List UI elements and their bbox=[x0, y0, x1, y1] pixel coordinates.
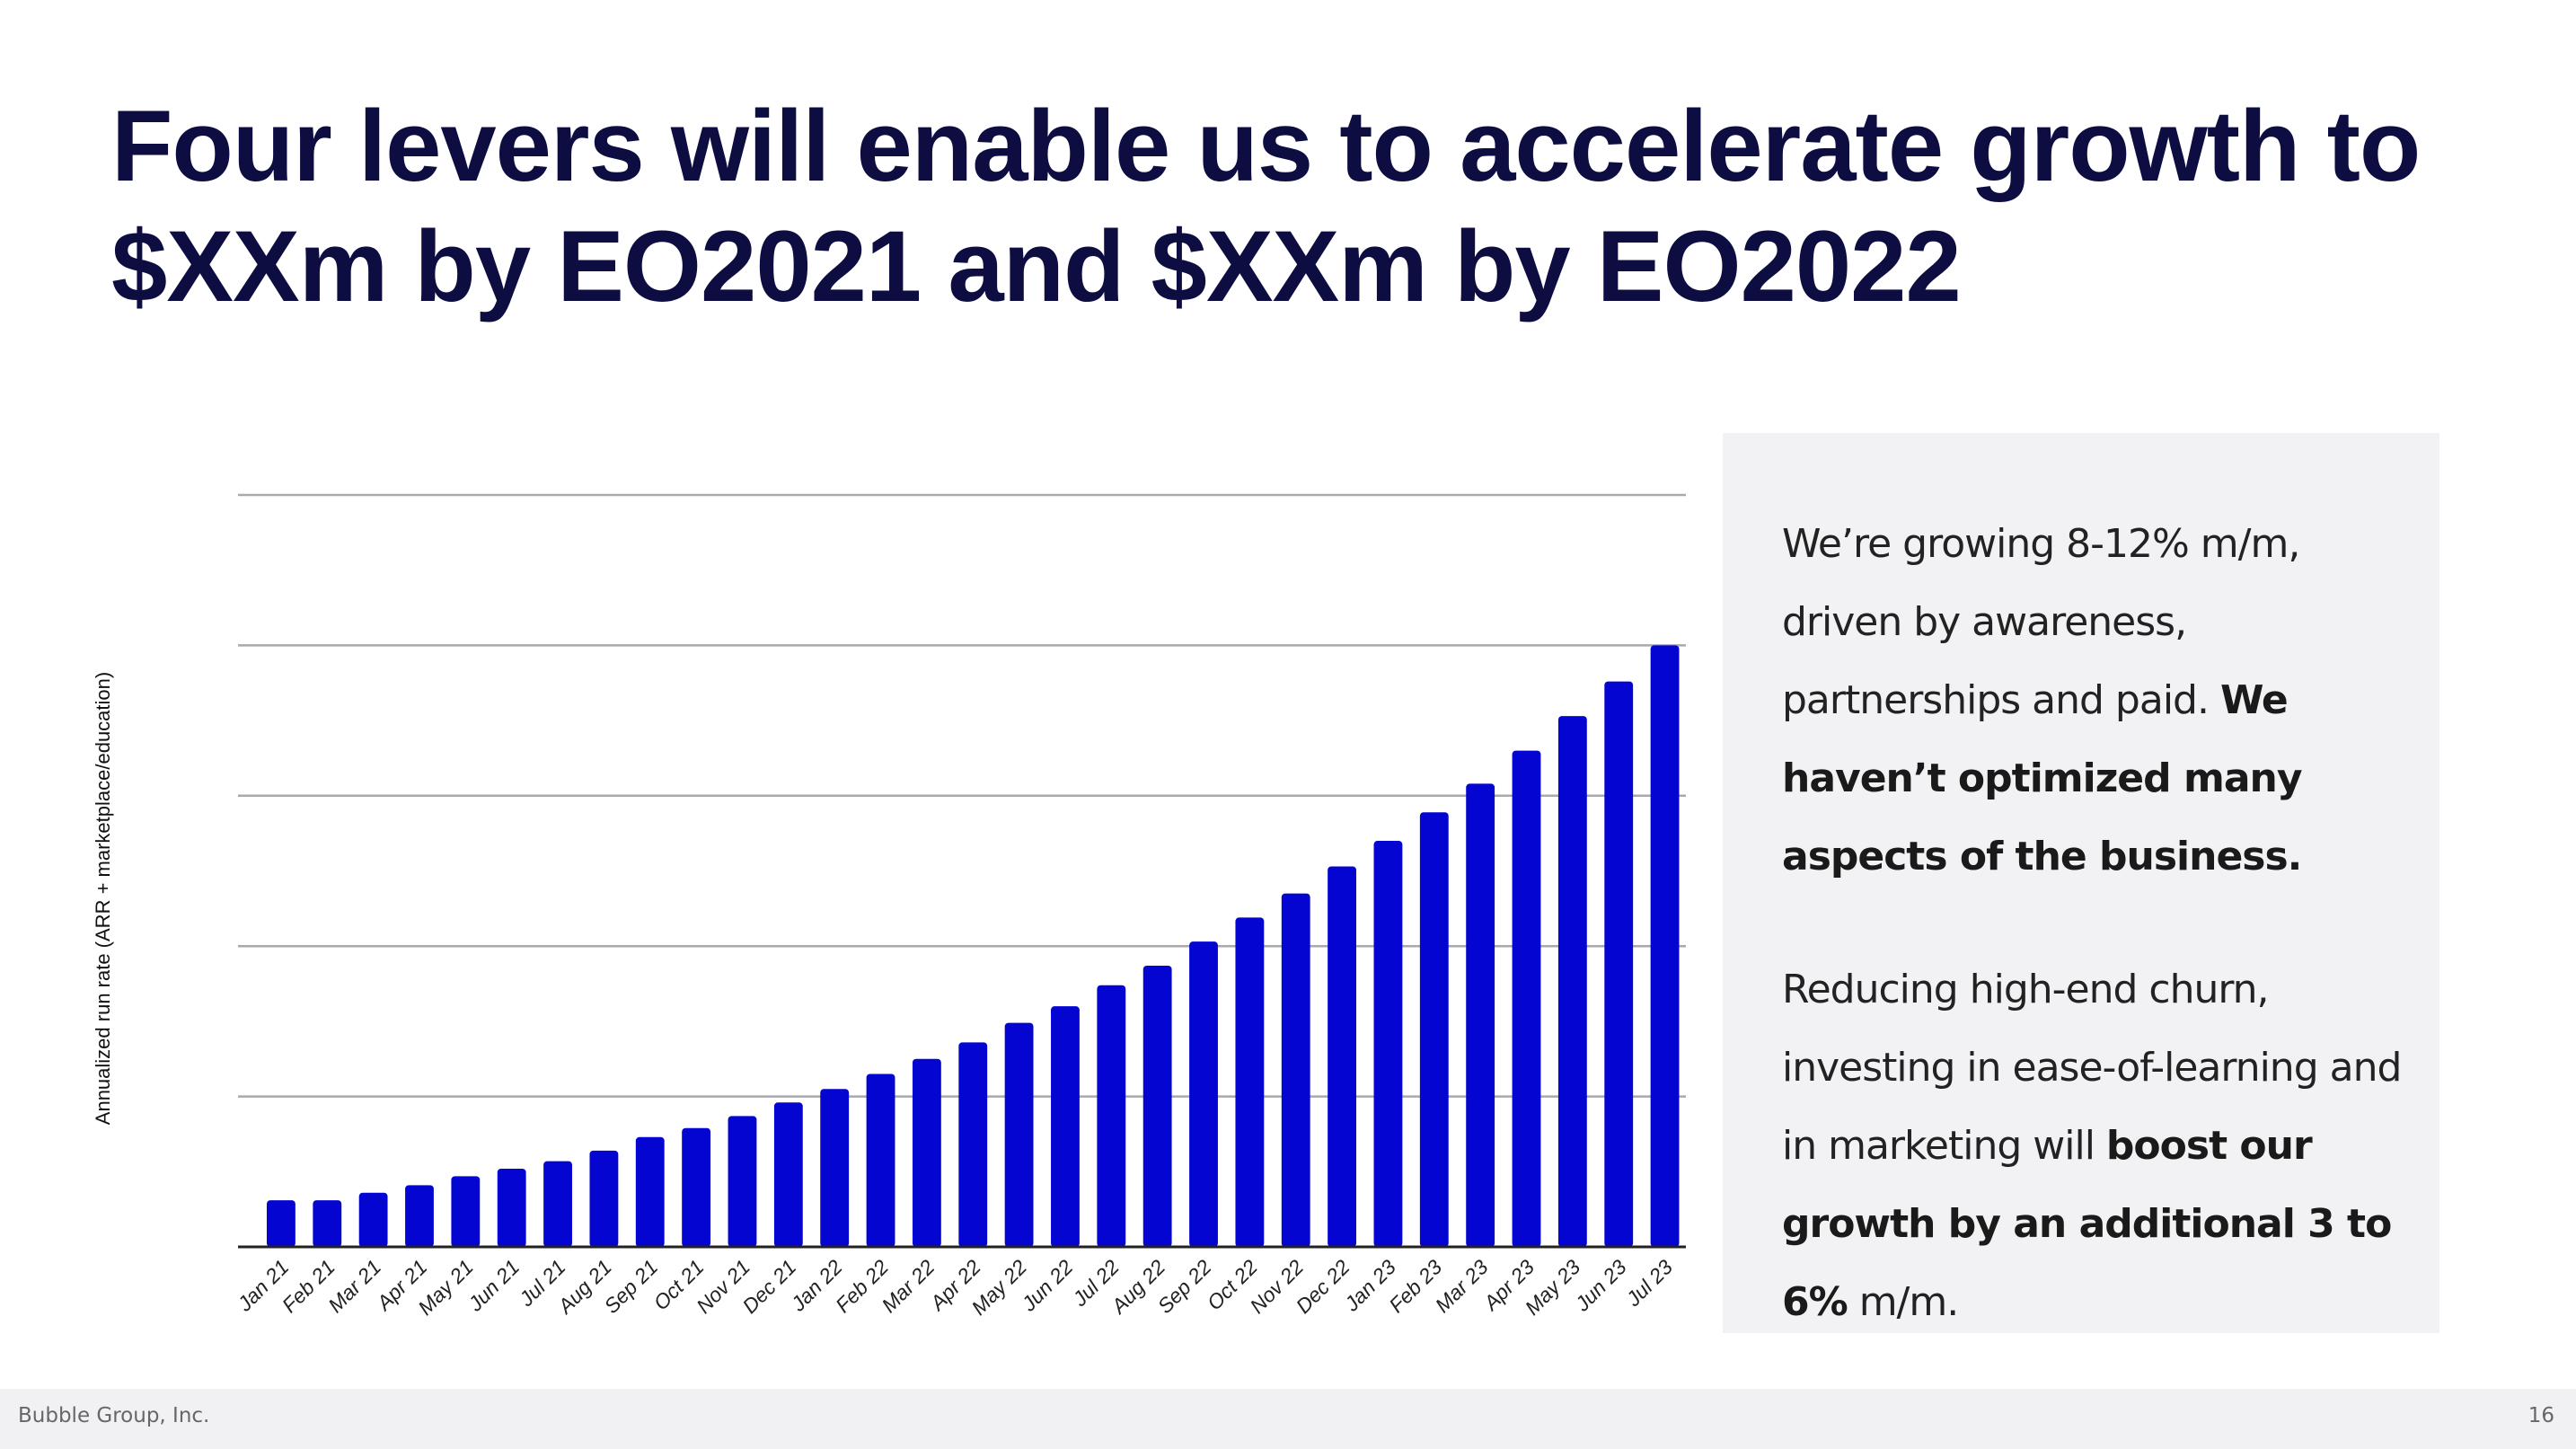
bar bbox=[1604, 681, 1634, 1247]
bar bbox=[820, 1089, 850, 1247]
bar bbox=[1466, 783, 1495, 1247]
x-tick-label: Mar 22 bbox=[877, 1255, 939, 1317]
bar bbox=[451, 1176, 481, 1247]
x-tick-label: Mar 21 bbox=[323, 1255, 385, 1317]
bar bbox=[958, 1042, 988, 1247]
x-tick-label: Mar 23 bbox=[1431, 1255, 1493, 1317]
bar bbox=[589, 1150, 619, 1247]
paragraph-1-bold: We haven’t optimized many aspects of the… bbox=[1782, 677, 2303, 879]
x-tick-label: Jun 21 bbox=[463, 1255, 524, 1316]
bar bbox=[1235, 917, 1265, 1247]
bar bbox=[1004, 1022, 1034, 1247]
bar bbox=[728, 1116, 757, 1247]
bar bbox=[1051, 1006, 1080, 1247]
bar bbox=[635, 1136, 665, 1247]
page-number: 16 bbox=[2527, 1404, 2554, 1427]
bar bbox=[866, 1073, 895, 1247]
x-tick-label: Jun 23 bbox=[1570, 1255, 1631, 1316]
bar bbox=[1557, 716, 1587, 1247]
bar bbox=[1189, 941, 1218, 1247]
x-tick-label: Jun 22 bbox=[1017, 1255, 1078, 1316]
bar bbox=[773, 1102, 803, 1247]
bar bbox=[358, 1192, 388, 1247]
bar bbox=[267, 1200, 296, 1247]
bar bbox=[1328, 866, 1357, 1247]
y-axis-label: Annualized run rate (ARR + marketplace/e… bbox=[92, 672, 114, 1125]
bar bbox=[912, 1058, 941, 1247]
bar bbox=[1281, 893, 1310, 1247]
bar bbox=[497, 1168, 526, 1247]
bar bbox=[1097, 985, 1126, 1247]
bar bbox=[405, 1185, 434, 1247]
slide-title: Four levers will enable us to accelerate… bbox=[111, 86, 2447, 327]
slide-footer: Bubble Group, Inc. 16 bbox=[0, 1389, 2576, 1449]
commentary-panel: We’re growing 8-12% m/m, driven by aware… bbox=[1723, 433, 2439, 1333]
title-line-2: $XXm by EO2021 and $XXm by EO2022 bbox=[111, 210, 1962, 322]
bar bbox=[1650, 645, 1680, 1247]
bar bbox=[543, 1161, 572, 1247]
x-tick-label: Jul 23 bbox=[1621, 1255, 1678, 1312]
bar bbox=[1373, 841, 1403, 1247]
company-name: Bubble Group, Inc. bbox=[18, 1404, 210, 1427]
paragraph-1-text: We’re growing 8-12% m/m, driven by aware… bbox=[1782, 521, 2300, 723]
bar bbox=[313, 1200, 342, 1247]
bar bbox=[1142, 965, 1172, 1247]
bars bbox=[267, 645, 1680, 1247]
commentary-paragraph-2: Reducing high-end churn, investing in ea… bbox=[1782, 950, 2411, 1341]
title-line-1: Four levers will enable us to accelerate… bbox=[111, 90, 2421, 202]
paragraph-2-text-start: Reducing high-end churn, investing in ea… bbox=[1782, 967, 2402, 1169]
paragraph-2-text-end: m/m. bbox=[1847, 1279, 1960, 1325]
paragraph-2-bold: boost our growth by an additional 3 to 6… bbox=[1782, 1123, 2392, 1325]
commentary-paragraph-1: We’re growing 8-12% m/m, driven by aware… bbox=[1782, 505, 2411, 896]
bar bbox=[1419, 812, 1449, 1247]
bar bbox=[682, 1127, 711, 1247]
bar bbox=[1512, 750, 1541, 1247]
